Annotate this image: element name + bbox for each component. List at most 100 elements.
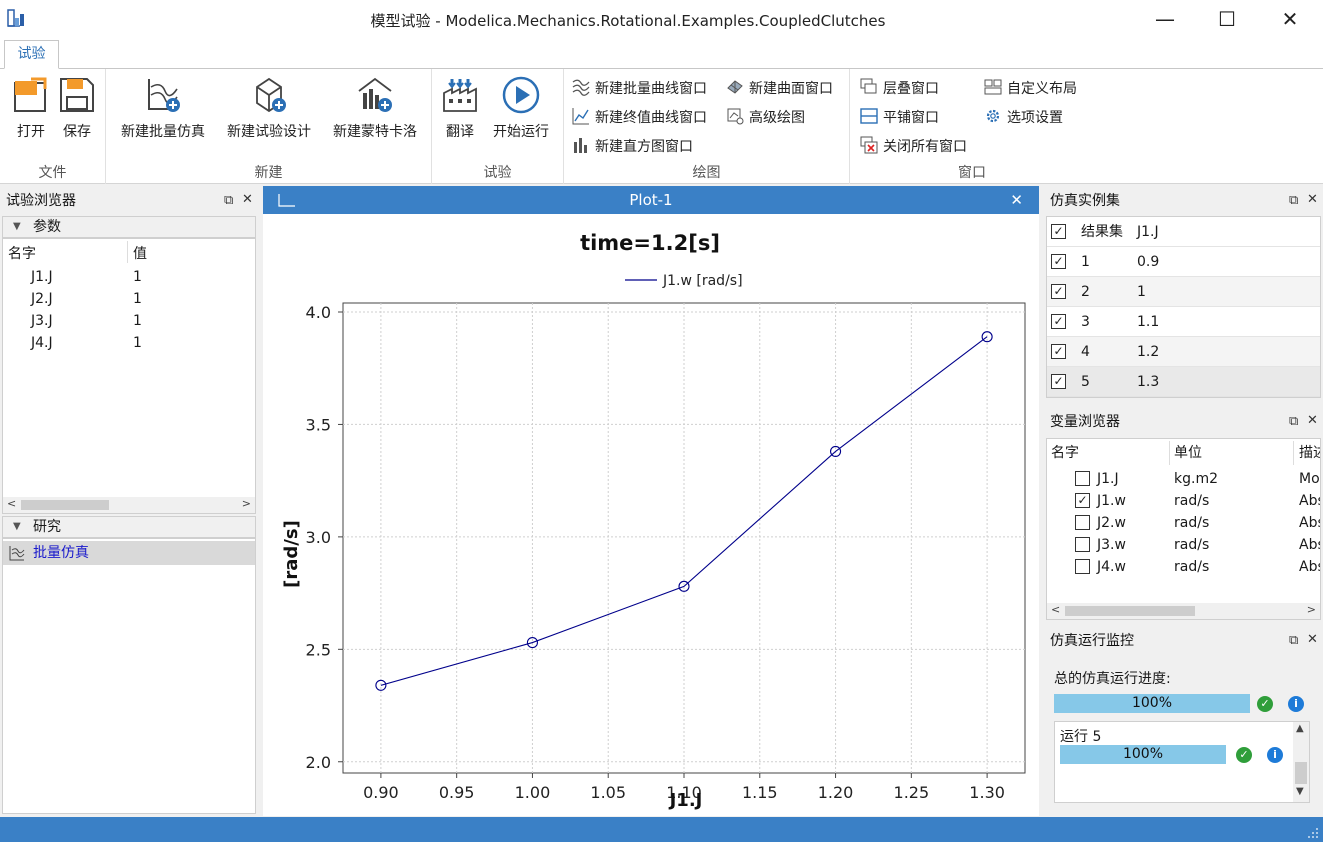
param-name: J1.J	[31, 269, 53, 285]
custom-layout-button[interactable]: 自定义布局	[984, 78, 1077, 98]
row-checkbox[interactable]: ✓	[1075, 493, 1090, 508]
row-checkbox[interactable]: ✓	[1051, 254, 1066, 269]
line-chart-icon	[572, 108, 589, 125]
close-icon[interactable]: ✕	[242, 192, 253, 207]
result-value: 1	[1137, 284, 1146, 300]
float-icon[interactable]: ⧉	[1289, 193, 1299, 208]
tab-experiment[interactable]: 试验	[4, 40, 59, 69]
horizontal-scrollbar[interactable]: < >	[3, 497, 255, 513]
maximize-button[interactable]: ☐	[1218, 7, 1236, 31]
ribbon: 打开 保存 文件 新建批量仿真	[0, 69, 1323, 184]
series-line	[380, 336, 988, 686]
row-checkbox[interactable]: ✓	[1051, 344, 1066, 359]
resize-grip-icon[interactable]	[1307, 827, 1319, 839]
table-row[interactable]: ✓ 2 1	[1047, 277, 1320, 307]
collapse-icon: ▼	[13, 521, 21, 532]
result-value: 1.2	[1137, 344, 1160, 360]
x-tick-label: 1.05	[590, 783, 626, 802]
table-row[interactable]: ✓ 1 0.9	[1047, 247, 1320, 277]
advanced-plot-icon	[727, 108, 744, 125]
open-label: 打开	[17, 124, 45, 140]
table-row[interactable]: ✓ 4 1.2	[1047, 337, 1320, 367]
y-tick-label: 4.0	[306, 303, 331, 322]
new-monte-carlo-button[interactable]: 新建蒙特卡洛	[328, 75, 422, 141]
close-icon[interactable]: ✕	[1307, 632, 1318, 647]
close-icon[interactable]: ✕	[1307, 413, 1318, 428]
params-section-header[interactable]: ▼ 参数	[2, 216, 256, 238]
close-windows-icon	[860, 136, 878, 154]
new-surface-button[interactable]: 新建曲面窗口	[726, 78, 833, 98]
table-row[interactable]: ✓ 3 1.1	[1047, 307, 1320, 337]
new-batch-curve-button[interactable]: 新建批量曲线窗口	[572, 78, 707, 98]
right-panel: 仿真实例集 ⧉ ✕ ✓ 结果集 J1.J ✓ 1 0.9 ✓ 2 1 ✓ 3 1…	[1044, 186, 1323, 816]
param-name: J2.J	[31, 291, 53, 307]
column-header-name: 名字	[8, 246, 36, 262]
table-row[interactable]: ✓ J1.w rad/s Abs	[1047, 490, 1320, 512]
x-tick-label: 1.10	[666, 783, 702, 802]
new-doe-label: 新建试验设计	[227, 124, 311, 140]
select-all-checkbox[interactable]: ✓	[1051, 224, 1066, 239]
chart: 0.90 0.95 1.00 1.05 1.10 1.15 1.20 1.25 1.30 2.0…	[281, 231, 1026, 811]
var-unit: rad/s	[1174, 559, 1210, 575]
scroll-thumb[interactable]	[1295, 762, 1307, 784]
histogram-icon	[574, 138, 587, 153]
new-monte-carlo-label: 新建蒙特卡洛	[333, 124, 417, 140]
minimize-button[interactable]: —	[1155, 7, 1175, 31]
cube-icon	[256, 77, 286, 113]
plot-close-icon[interactable]: ✕	[1010, 191, 1023, 209]
table-row[interactable]: J2.J 1	[3, 291, 253, 313]
float-icon[interactable]: ⧉	[1289, 414, 1299, 429]
translate-button[interactable]: 翻译	[438, 75, 482, 141]
row-checkbox[interactable]: ✓	[1051, 374, 1066, 389]
param-value: 1	[133, 269, 142, 285]
vertical-scrollbar[interactable]: ▲ ▼	[1293, 722, 1309, 802]
close-window-button[interactable]: ✕	[1281, 7, 1299, 31]
options-button[interactable]: 选项设置	[984, 107, 1063, 127]
horizontal-scrollbar[interactable]: < >	[1047, 603, 1320, 619]
new-batch-sim-button[interactable]: 新建批量仿真	[116, 75, 210, 141]
study-section-header[interactable]: ▼ 研究	[2, 516, 256, 538]
scroll-thumb[interactable]	[21, 500, 109, 510]
info-icon[interactable]: i	[1288, 696, 1304, 712]
float-icon[interactable]: ⧉	[1289, 633, 1299, 648]
new-histogram-button[interactable]: 新建直方图窗口	[572, 136, 693, 156]
play-icon	[502, 76, 540, 114]
close-icon[interactable]: ✕	[1307, 192, 1318, 207]
info-icon[interactable]: i	[1267, 747, 1283, 763]
x-tick-label: 1.00	[515, 783, 551, 802]
table-row[interactable]: ✓ 5 1.3	[1047, 367, 1320, 397]
row-checkbox[interactable]: ✓	[1051, 284, 1066, 299]
column-header-desc: 描述	[1299, 445, 1320, 461]
row-checkbox[interactable]	[1075, 471, 1090, 486]
table-row[interactable]: J2.w rad/s Abs	[1047, 512, 1320, 534]
row-checkbox[interactable]	[1075, 537, 1090, 552]
close-all-button[interactable]: 关闭所有窗口	[860, 136, 967, 156]
new-final-curve-button[interactable]: 新建终值曲线窗口	[572, 107, 707, 127]
float-icon[interactable]: ⧉	[224, 193, 234, 208]
cascade-icon	[860, 78, 877, 94]
study-section-label: 研究	[33, 519, 61, 535]
tile-button[interactable]: 平铺窗口	[860, 107, 939, 127]
table-row[interactable]: J3.w rad/s Abs	[1047, 534, 1320, 556]
new-doe-button[interactable]: 新建试验设计	[222, 75, 316, 141]
new-surface-label: 新建曲面窗口	[749, 81, 833, 97]
table-row[interactable]: J4.w rad/s Abs	[1047, 556, 1320, 578]
experiment-browser-title: 试验浏览器	[6, 193, 76, 209]
scroll-thumb[interactable]	[1065, 606, 1195, 616]
save-button[interactable]: 保存	[54, 75, 100, 141]
open-button[interactable]: 打开	[8, 75, 54, 141]
cascade-button[interactable]: 层叠窗口	[860, 78, 939, 98]
row-checkbox[interactable]: ✓	[1051, 314, 1066, 329]
row-checkbox[interactable]	[1075, 559, 1090, 574]
list-item[interactable]: 批量仿真	[3, 541, 255, 565]
table-row[interactable]: J1.J kg.m2 Mo	[1047, 468, 1320, 490]
table-row[interactable]: J4.J 1	[3, 335, 253, 357]
group-plot: 新建批量曲线窗口 新建曲面窗口 新建终值曲线窗口 高级绘图 新建直方图窗口 绘图	[564, 69, 850, 184]
table-row[interactable]: J3.J 1	[3, 313, 253, 335]
histogram-house-icon	[358, 77, 392, 112]
row-checkbox[interactable]	[1075, 515, 1090, 530]
table-row[interactable]: J1.J 1	[3, 269, 253, 291]
advanced-plot-button[interactable]: 高级绘图	[726, 107, 805, 127]
start-run-button[interactable]: 开始运行	[488, 75, 554, 141]
multi-curve-icon	[572, 79, 590, 96]
